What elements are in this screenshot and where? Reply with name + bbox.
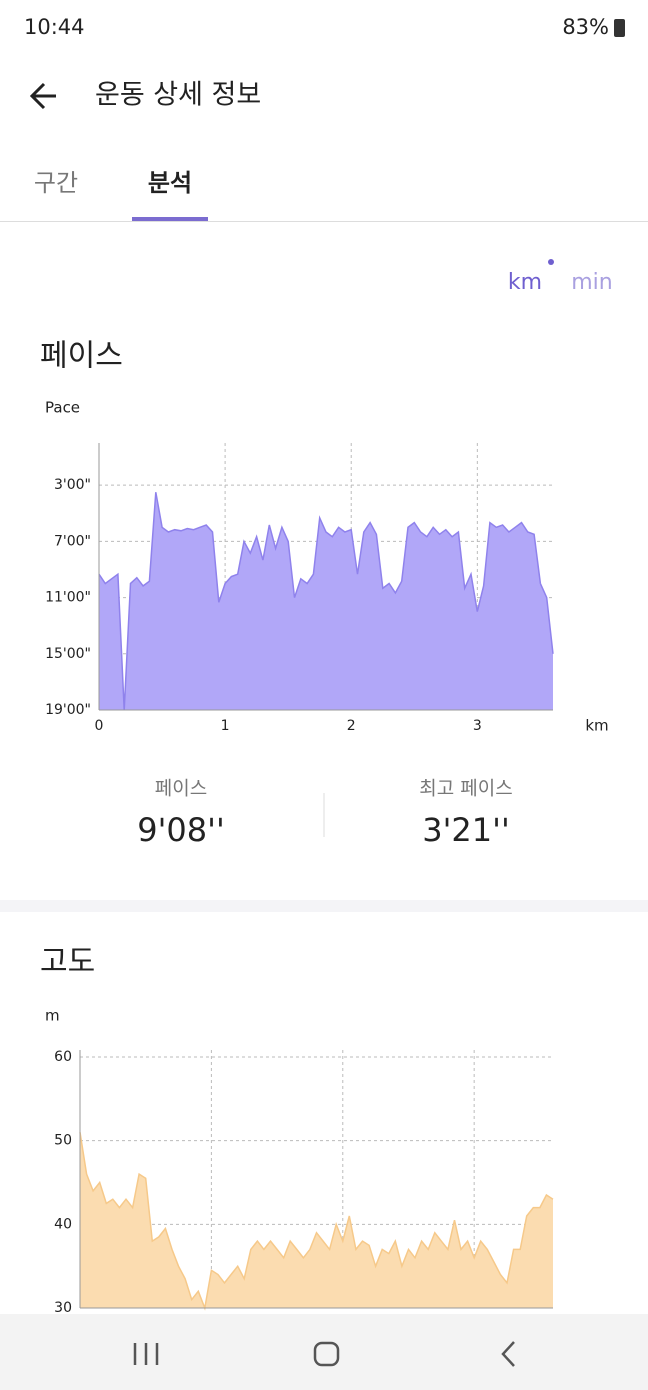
y-tick-label: 50 bbox=[54, 1133, 72, 1149]
y-tick-label: 7'00" bbox=[54, 533, 91, 549]
section-title: 고도 bbox=[40, 945, 95, 980]
status-battery: 83% bbox=[562, 15, 609, 39]
y-tick-label: 11'00" bbox=[45, 590, 91, 606]
section-title: 페이스 bbox=[40, 339, 123, 374]
back-button[interactable] bbox=[29, 82, 56, 110]
stat-value: 3'21'' bbox=[422, 811, 509, 849]
section-gap bbox=[0, 900, 648, 912]
battery-icon bbox=[614, 19, 625, 37]
y-tick-label: 15'00" bbox=[45, 646, 91, 662]
x-tick-label: 3 bbox=[473, 718, 482, 734]
x-tick-label: 2 bbox=[347, 718, 356, 734]
x-axis-unit: km bbox=[585, 717, 608, 735]
tab-indicator bbox=[132, 217, 208, 221]
y-axis-label: Pace bbox=[45, 399, 80, 417]
stat-label: 최고 페이스 bbox=[419, 778, 512, 800]
stat-label: 페이스 bbox=[155, 778, 207, 800]
area bbox=[99, 492, 553, 710]
y-tick-label: 30 bbox=[54, 1300, 72, 1316]
header-title: 운동 상세 정보 bbox=[95, 80, 261, 111]
area bbox=[80, 1132, 553, 1308]
unit-km[interactable]: km bbox=[508, 270, 542, 295]
y-axis-label: m bbox=[45, 1007, 60, 1025]
tab-active[interactable]: 분석 bbox=[148, 169, 192, 197]
y-tick-label: 19'00" bbox=[45, 702, 91, 718]
x-tick-label: 1 bbox=[221, 718, 230, 734]
stat-value: 9'08'' bbox=[137, 811, 224, 849]
line bbox=[98, 492, 554, 711]
tab[interactable]: 구간 bbox=[34, 169, 78, 197]
y-tick-label: 3'00" bbox=[54, 477, 91, 493]
nav-home[interactable] bbox=[313, 1341, 340, 1367]
nav-recent[interactable] bbox=[133, 1343, 159, 1365]
y-tick-label: 60 bbox=[54, 1049, 72, 1065]
line bbox=[79, 1132, 554, 1311]
nav-bar bbox=[0, 1314, 648, 1390]
unit-min[interactable]: min bbox=[571, 270, 613, 295]
status-time: 10:44 bbox=[24, 15, 85, 39]
unit-dot bbox=[548, 259, 554, 265]
nav-back[interactable] bbox=[501, 1341, 515, 1367]
charts: 0 1 2 3 3'00" 7'00" 11'00" 15'00" 19'00" 30 40 50 60 bbox=[45, 443, 554, 1316]
y-tick-label: 40 bbox=[54, 1216, 72, 1232]
x-tick-label: 0 bbox=[95, 718, 104, 734]
